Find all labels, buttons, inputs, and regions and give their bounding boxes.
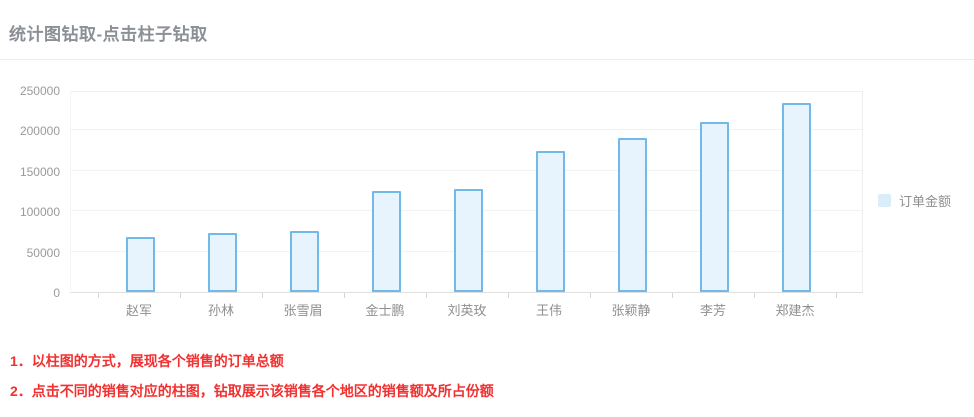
x-axis-label: 郑建杰 bbox=[775, 303, 815, 318]
x-axis-tick bbox=[344, 293, 345, 298]
chart-bar-6[interactable] bbox=[535, 151, 565, 292]
x-axis-tick bbox=[590, 293, 591, 298]
x-axis-tick bbox=[426, 293, 427, 298]
x-axis-label: 赵军 bbox=[125, 303, 153, 318]
title-bar: 统计图钻取-点击柱子钻取 bbox=[0, 0, 974, 60]
x-axis-label: 孙林 bbox=[207, 303, 235, 318]
x-axis-tick bbox=[672, 293, 673, 298]
chart-bar-8[interactable] bbox=[699, 122, 729, 292]
x-axis-tick bbox=[836, 293, 837, 298]
x-axis-tick bbox=[180, 293, 181, 298]
bar-chart: 0 50000 100000 150000 200000 250000 赵军 孙林 张雪眉 金士… bbox=[0, 60, 974, 345]
y-axis-label: 50000 bbox=[26, 245, 60, 260]
chart-bar-9[interactable] bbox=[781, 103, 811, 292]
legend-swatch-icon bbox=[878, 194, 891, 207]
chart-bar-4[interactable] bbox=[371, 191, 401, 292]
y-axis-label: 0 bbox=[53, 286, 60, 300]
chart-bar-3[interactable] bbox=[289, 231, 319, 292]
y-axis-label: 250000 bbox=[19, 84, 60, 98]
grid-line bbox=[71, 169, 862, 171]
chart-bar-2[interactable] bbox=[207, 233, 237, 292]
x-axis-label: 李芳 bbox=[699, 303, 727, 318]
y-axis-label: 100000 bbox=[19, 205, 60, 220]
legend-item-order-amount[interactable]: 订单金额 bbox=[878, 191, 951, 210]
chart-bar-7[interactable] bbox=[617, 138, 647, 292]
chart-bar-1[interactable] bbox=[125, 237, 155, 292]
x-axis-label: 金士鹏 bbox=[365, 303, 405, 318]
x-axis-tick bbox=[98, 293, 99, 298]
legend-label: 订单金额 bbox=[899, 194, 952, 209]
chart-bar-5[interactable] bbox=[453, 189, 483, 292]
page-title: 统计图钻取-点击柱子钻取 bbox=[9, 25, 208, 44]
note-line-2: 2．点击不同的销售对应的柱图，钻取展示该销售各个地区的销售额及所占份额 bbox=[10, 383, 494, 399]
x-axis-tick bbox=[754, 293, 755, 298]
x-axis-tick bbox=[508, 293, 509, 298]
notes: 1．以柱图的方式，展现各个销售的订单总额 2．点击不同的销售对应的柱图，钻取展示… bbox=[10, 346, 494, 406]
x-axis-label: 张雪眉 bbox=[283, 303, 323, 318]
x-axis-label: 刘英玫 bbox=[447, 303, 487, 318]
y-axis-label: 200000 bbox=[19, 124, 60, 139]
x-axis-tick bbox=[262, 293, 263, 298]
grid-line bbox=[71, 129, 862, 131]
x-axis-label: 张颖静 bbox=[611, 303, 651, 318]
y-axis-label: 150000 bbox=[19, 164, 60, 179]
note-line-1: 1．以柱图的方式，展现各个销售的订单总额 bbox=[10, 353, 284, 369]
plot-area bbox=[70, 91, 863, 293]
x-axis-label: 王伟 bbox=[535, 303, 563, 318]
